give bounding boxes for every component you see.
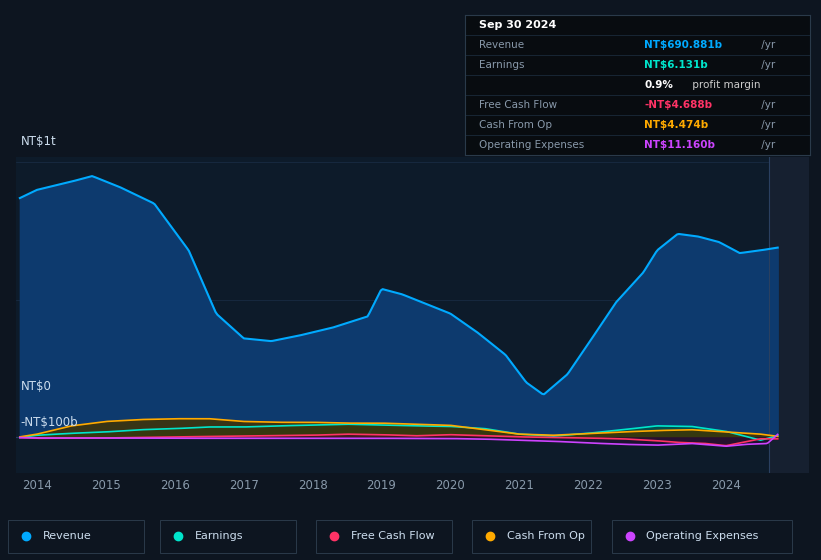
Text: NT$1t: NT$1t	[21, 136, 57, 148]
Text: /yr: /yr	[759, 100, 776, 110]
Text: profit margin: profit margin	[690, 80, 761, 90]
Text: -NT$100b: -NT$100b	[21, 416, 78, 430]
Text: Revenue: Revenue	[479, 40, 524, 50]
Text: Operating Expenses: Operating Expenses	[479, 140, 584, 150]
Text: /yr: /yr	[759, 120, 776, 130]
Text: Earnings: Earnings	[479, 60, 525, 70]
Text: 0.9%: 0.9%	[644, 80, 673, 90]
Text: NT$6.131b: NT$6.131b	[644, 60, 709, 70]
Text: Free Cash Flow: Free Cash Flow	[351, 531, 434, 541]
FancyBboxPatch shape	[160, 520, 296, 553]
Text: /yr: /yr	[759, 60, 776, 70]
FancyBboxPatch shape	[8, 520, 144, 553]
Text: NT$0: NT$0	[21, 380, 52, 393]
Text: Operating Expenses: Operating Expenses	[646, 531, 759, 541]
Text: Earnings: Earnings	[195, 531, 243, 541]
Text: Cash From Op: Cash From Op	[507, 531, 585, 541]
Text: /yr: /yr	[759, 40, 776, 50]
Bar	[768, 157, 809, 473]
FancyBboxPatch shape	[612, 520, 792, 553]
Text: Cash From Op: Cash From Op	[479, 120, 552, 130]
Text: Sep 30 2024: Sep 30 2024	[479, 20, 556, 30]
Text: NT$11.160b: NT$11.160b	[644, 140, 715, 150]
Text: NT$4.474b: NT$4.474b	[644, 120, 709, 130]
Text: /yr: /yr	[759, 140, 776, 150]
Text: NT$690.881b: NT$690.881b	[644, 40, 722, 50]
Text: -NT$4.688b: -NT$4.688b	[644, 100, 713, 110]
Text: Revenue: Revenue	[43, 531, 91, 541]
FancyBboxPatch shape	[316, 520, 452, 553]
Text: Free Cash Flow: Free Cash Flow	[479, 100, 557, 110]
FancyBboxPatch shape	[472, 520, 591, 553]
